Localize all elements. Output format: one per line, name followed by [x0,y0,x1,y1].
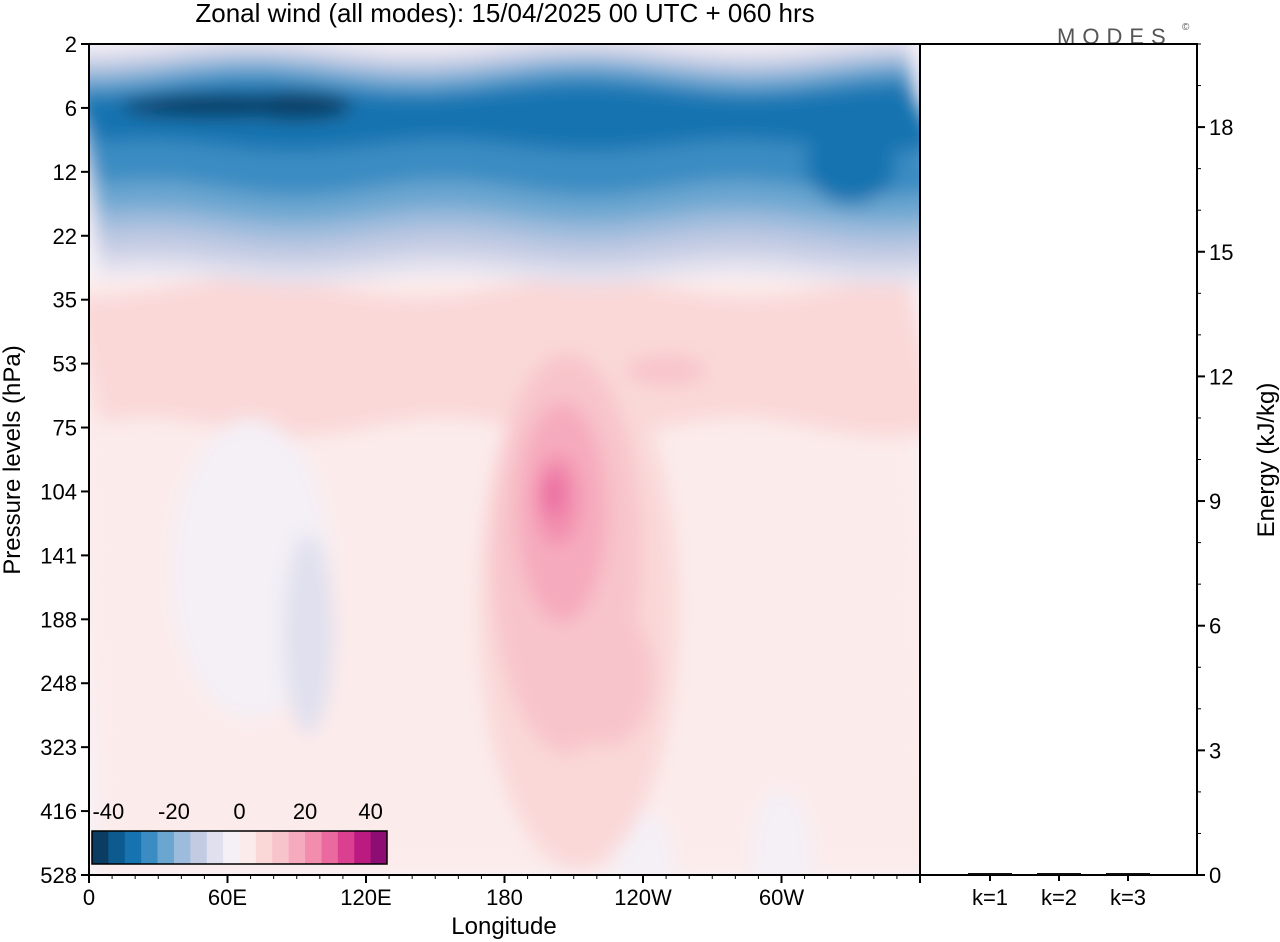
x-tick-label: 120E [340,885,391,910]
colorbar-swatch [239,831,257,864]
strat-deep-westpac [805,123,896,204]
colorbar-swatch [173,831,191,864]
colorbar-swatch [321,831,339,864]
colorbar-swatch [354,831,372,864]
x-tick-label: 0 [83,885,95,910]
energy-bar [968,873,1012,875]
y-tick-label: 416 [40,799,77,824]
energy-bar [1106,873,1150,875]
energy-category-label: k=3 [1110,885,1146,910]
logo-registered-mark: © [1182,22,1190,33]
westerly-lower [563,605,654,746]
colorbar-swatch [223,831,240,864]
energy-category-label: k=2 [1041,885,1077,910]
y-tick-label: 248 [40,671,77,696]
energy-bar-chart: 0 3 6 9 12 15 18 k=1 k=2 k=3 Energy (kJ/kg) [919,43,1280,910]
colorbar-swatch [272,831,290,864]
energy-tick-label: 6 [1209,614,1221,639]
colorbar-label: 20 [293,799,317,824]
x-axis-title: Longitude [451,913,556,940]
colorbar-label: 0 [233,799,245,824]
x-tick-label: 180 [486,885,523,910]
colorbar-swatch [305,831,322,864]
x-axis: 0 60E 120E 180 120W 60W [83,875,921,910]
energy-tick-label: 12 [1209,364,1233,389]
x-tick-label: 60E [208,885,247,910]
westerly-peak [542,471,563,516]
y-tick-label: 35 [53,288,77,313]
wind-field [89,44,920,875]
x-tick-label: 120W [614,885,672,910]
colorbar-swatch [206,831,224,864]
band-lower-strat-pink [89,277,920,438]
colorbar-swatch [337,831,355,864]
colorbar-swatch [124,831,142,864]
y-tick-label: 6 [65,96,77,121]
y-tick-label: 323 [40,735,77,760]
colorbar-swatch [288,831,306,864]
colorbar-label: 40 [358,799,382,824]
energy-tick-label: 15 [1209,240,1233,265]
colorbar-swatch [141,831,159,864]
y-tick-label: 22 [53,224,77,249]
colorbar-swatch [370,831,388,864]
colorbar-label: -20 [158,799,190,824]
easterly-surface [751,789,812,875]
y-tick-label: 12 [53,160,77,185]
colorbar-swatch [255,831,273,864]
y-axis: 2 6 12 22 35 53 75 104 141 188 248 323 416 528 [40,32,89,888]
energy-x-axis: k=1 k=2 k=3 [972,875,1146,910]
colorbar-swatch [92,831,109,864]
colorbar-swatch [190,831,208,864]
energy-tick-label: 3 [1209,738,1221,763]
energy-y-axis: 0 3 6 9 12 15 18 [1197,43,1233,888]
y-tick-label: 75 [53,416,77,441]
energy-bar [1037,873,1081,875]
colorbar-swatch [157,831,175,864]
zonal-wind-heatmap: 2 6 12 22 35 53 75 104 141 188 248 323 416 528 0 60E 12… [0,32,921,940]
y-tick-label: 104 [40,479,77,504]
energy-tick-label: 9 [1209,489,1221,514]
x-tick-label: 60W [759,885,804,910]
energy-axis-title: Energy (kJ/kg) [1253,383,1280,538]
y-tick-label: 2 [65,32,77,57]
easterly-patch-2 [283,533,334,734]
colorbar-swatch [108,831,126,864]
jet-core-east-2 [241,91,352,120]
energy-panel-frame [919,43,1198,876]
energy-tick-label: 18 [1209,115,1233,140]
westerly-upper-ridge [626,355,707,386]
y-tick-label: 528 [40,863,77,888]
y-tick-label: 53 [53,352,77,377]
energy-category-label: k=1 [972,885,1008,910]
chart-title: Zonal wind (all modes): 15/04/2025 00 UT… [195,0,814,28]
y-tick-label: 141 [40,543,77,568]
energy-bars [968,873,1150,875]
y-axis-title: Pressure levels (hPa) [0,345,26,574]
energy-tick-label: 0 [1209,863,1221,888]
y-tick-label: 188 [40,607,77,632]
colorbar: -40 -20 0 20 40 [91,799,388,865]
colorbar-frame [91,830,388,865]
colorbar-label: -40 [92,799,124,824]
